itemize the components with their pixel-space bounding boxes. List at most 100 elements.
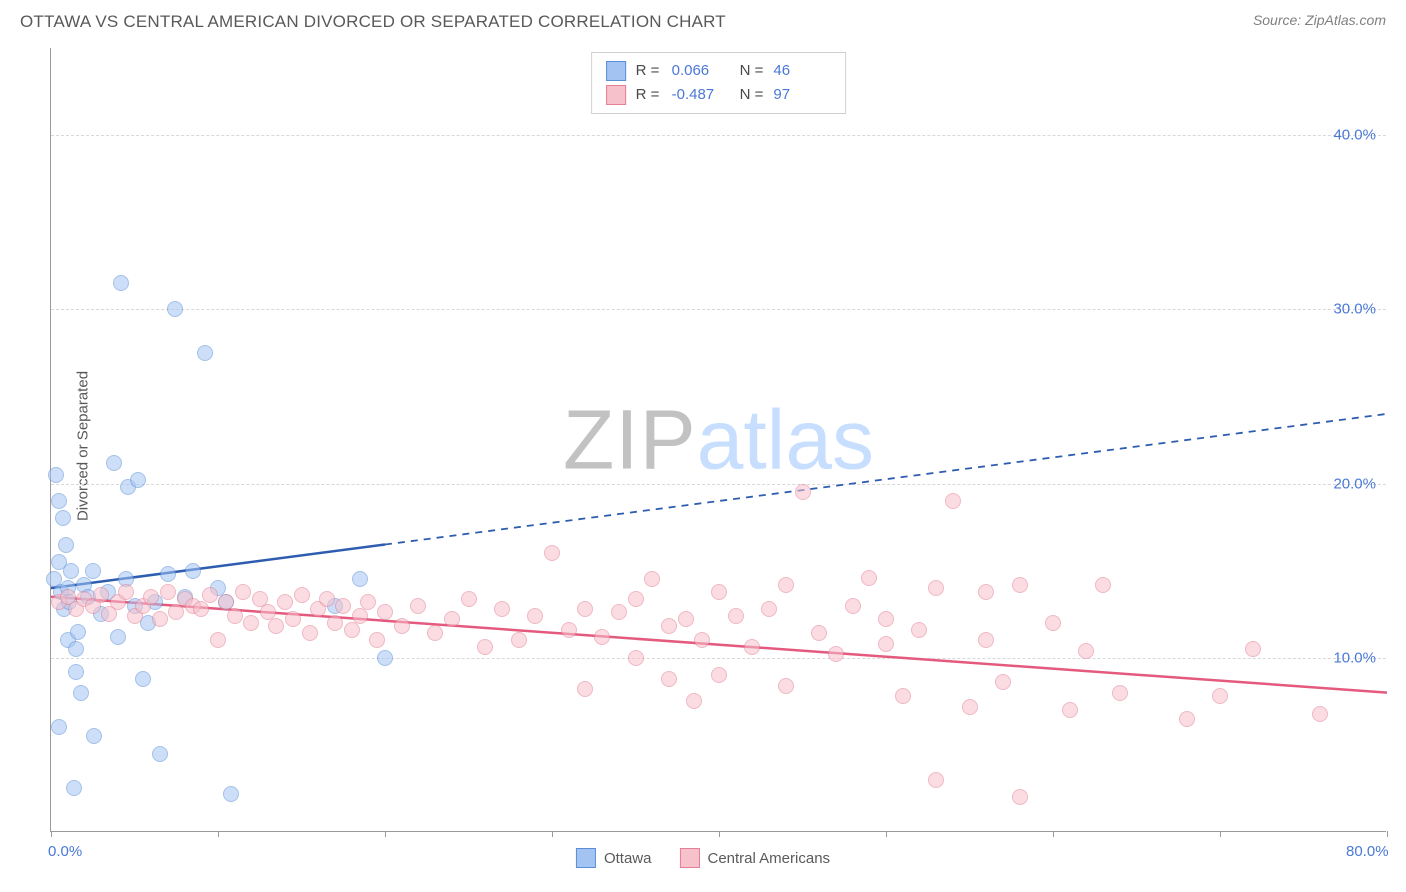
data-point	[243, 615, 259, 631]
trend-line-dashed	[385, 414, 1387, 545]
data-point	[410, 598, 426, 614]
data-point	[1078, 643, 1094, 659]
x-tick-min: 0.0%	[48, 843, 82, 860]
data-point	[761, 601, 777, 617]
data-point	[193, 601, 209, 617]
x-tick-mark	[1220, 831, 1221, 837]
correlation-chart: OTTAWA VS CENTRAL AMERICAN DIVORCED OR S…	[0, 0, 1406, 892]
n-label: N =	[740, 83, 764, 107]
data-point	[928, 772, 944, 788]
data-point	[611, 604, 627, 620]
series-legend: Ottawa Central Americans	[576, 848, 830, 868]
data-point	[577, 681, 593, 697]
watermark: ZIPatlas	[563, 391, 874, 488]
data-point	[728, 608, 744, 624]
data-point	[118, 584, 134, 600]
data-point	[1179, 711, 1195, 727]
data-point	[795, 484, 811, 500]
data-point	[285, 611, 301, 627]
data-point	[294, 587, 310, 603]
data-point	[494, 601, 510, 617]
data-point	[110, 629, 126, 645]
data-point	[1062, 702, 1078, 718]
legend-swatch-central	[679, 848, 699, 868]
data-point	[744, 639, 760, 655]
data-point	[778, 678, 794, 694]
data-point	[68, 664, 84, 680]
data-point	[995, 674, 1011, 690]
data-point	[1045, 615, 1061, 631]
stats-legend: R = 0.066 N = 46 R = -0.487 N = 97	[591, 52, 847, 114]
data-point	[143, 589, 159, 605]
data-point	[202, 587, 218, 603]
data-point	[227, 608, 243, 624]
r-label: R =	[636, 83, 662, 107]
swatch-ottawa	[606, 61, 626, 81]
data-point	[628, 650, 644, 666]
data-point	[48, 467, 64, 483]
data-point	[1012, 577, 1028, 593]
data-point	[335, 598, 351, 614]
data-point	[561, 622, 577, 638]
stats-row-ottawa: R = 0.066 N = 46	[606, 59, 832, 83]
gridline-h	[51, 658, 1386, 659]
data-point	[130, 472, 146, 488]
data-point	[268, 618, 284, 634]
data-point	[527, 608, 543, 624]
gridline-h	[51, 484, 1386, 485]
data-point	[319, 591, 335, 607]
data-point	[811, 625, 827, 641]
gridline-h	[51, 135, 1386, 136]
data-point	[661, 618, 677, 634]
x-tick-mark	[886, 831, 887, 837]
data-point	[302, 625, 318, 641]
data-point	[644, 571, 660, 587]
data-point	[51, 493, 67, 509]
data-point	[878, 611, 894, 627]
data-point	[878, 636, 894, 652]
chart-title: OTTAWA VS CENTRAL AMERICAN DIVORCED OR S…	[20, 12, 726, 32]
r-label: R =	[636, 59, 662, 83]
data-point	[106, 455, 122, 471]
data-point	[58, 537, 74, 553]
data-point	[861, 570, 877, 586]
data-point	[911, 622, 927, 638]
data-point	[63, 563, 79, 579]
n-label: N =	[740, 59, 764, 83]
r-value-ottawa: 0.066	[672, 59, 730, 83]
data-point	[223, 786, 239, 802]
data-point	[369, 632, 385, 648]
data-point	[55, 510, 71, 526]
stats-row-central: R = -0.487 N = 97	[606, 83, 832, 107]
data-point	[160, 566, 176, 582]
chart-header: OTTAWA VS CENTRAL AMERICAN DIVORCED OR S…	[0, 0, 1406, 38]
n-value-ottawa: 46	[773, 59, 831, 83]
data-point	[167, 301, 183, 317]
data-point	[1112, 685, 1128, 701]
x-tick-mark	[385, 831, 386, 837]
data-point	[68, 641, 84, 657]
data-point	[235, 584, 251, 600]
legend-label-ottawa: Ottawa	[604, 850, 652, 867]
data-point	[978, 584, 994, 600]
data-point	[945, 493, 961, 509]
data-point	[352, 608, 368, 624]
legend-item-ottawa: Ottawa	[576, 848, 652, 868]
plot-area: ZIPatlas R = 0.066 N = 46 R = -0.487 N =…	[50, 48, 1386, 832]
y-tick-label: 30.0%	[1333, 301, 1376, 318]
legend-swatch-ottawa	[576, 848, 596, 868]
data-point	[694, 632, 710, 648]
data-point	[628, 591, 644, 607]
data-point	[511, 632, 527, 648]
data-point	[928, 580, 944, 596]
x-tick-mark	[552, 831, 553, 837]
data-point	[594, 629, 610, 645]
data-point	[277, 594, 293, 610]
data-point	[444, 611, 460, 627]
r-value-central: -0.487	[672, 83, 730, 107]
data-point	[185, 563, 201, 579]
legend-label-central: Central Americans	[707, 850, 830, 867]
data-point	[778, 577, 794, 593]
data-point	[1212, 688, 1228, 704]
data-point	[711, 667, 727, 683]
